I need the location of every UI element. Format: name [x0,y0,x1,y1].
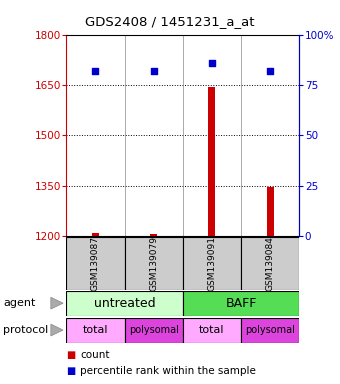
Text: GSM139084: GSM139084 [266,236,275,291]
Polygon shape [51,324,63,336]
Text: ■: ■ [66,350,75,360]
Bar [150,235,157,236]
Text: GSM139079: GSM139079 [149,236,158,291]
Bar [66,291,183,316]
Bar [183,237,241,290]
Bar [66,318,124,343]
Text: agent: agent [3,298,36,308]
Text: untreated: untreated [94,297,155,310]
Point [209,60,215,66]
Bar [208,87,215,236]
Polygon shape [51,297,63,309]
Bar [183,291,299,316]
Point [151,68,156,74]
Point [267,68,273,74]
Bar [241,318,299,343]
Text: protocol: protocol [3,325,49,335]
Text: polysomal: polysomal [129,325,179,335]
Text: percentile rank within the sample: percentile rank within the sample [80,366,256,376]
Text: ■: ■ [66,366,75,376]
Text: total: total [199,325,225,335]
Text: GSM139087: GSM139087 [91,236,100,291]
Bar [66,237,124,290]
Bar [124,318,183,343]
Text: count: count [80,350,109,360]
Bar [183,318,241,343]
Text: GDS2408 / 1451231_a_at: GDS2408 / 1451231_a_at [85,15,255,28]
Bar [241,237,299,290]
Text: BAFF: BAFF [225,297,257,310]
Point [93,68,98,74]
Bar [124,237,183,290]
Bar [92,233,99,236]
Text: total: total [83,325,108,335]
Text: polysomal: polysomal [245,325,295,335]
Bar [267,187,274,236]
Text: GSM139091: GSM139091 [207,236,216,291]
